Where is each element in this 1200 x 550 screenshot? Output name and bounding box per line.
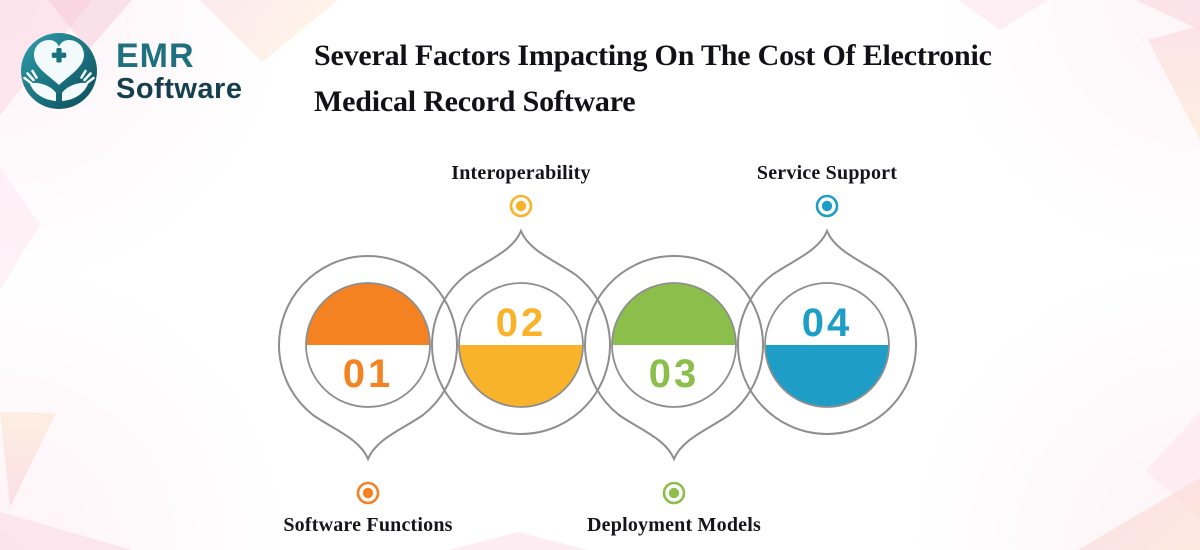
step-ring-02 (458, 282, 584, 408)
dot-core-04 (821, 200, 833, 212)
connector-dot-03 (662, 481, 686, 505)
dot-core-03 (668, 487, 680, 499)
dot-core-01 (362, 487, 374, 499)
heart-in-hands-icon (21, 33, 97, 109)
step-ring-03 (611, 282, 737, 408)
pin-outline-04 (737, 228, 917, 435)
step-number-02: 02 (496, 301, 547, 345)
logo-wordmark: EMR Software (116, 38, 242, 105)
page-title-line2: Medical Record Software (314, 85, 636, 118)
step-01: 01 (278, 255, 458, 462)
logo-brand-bottom: Software (116, 72, 243, 105)
step-number-03: 03 (649, 352, 700, 396)
connector-dot-01 (356, 481, 380, 505)
step-halffill-01 (306, 283, 430, 345)
step-label-software-functions: Software Functions (283, 514, 453, 536)
connector-dot-02 (509, 194, 533, 218)
dot-core-02 (515, 200, 527, 212)
page-title-line1: Several Factors Impacting On The Cost Of… (314, 39, 992, 72)
step-halffill-02 (459, 345, 583, 407)
step-ring-04 (764, 282, 890, 408)
connector-dot-04 (815, 194, 839, 218)
pin-outline-03 (584, 255, 764, 462)
step-label-service-support: Service Support (756, 162, 898, 184)
step-halffill-04 (765, 345, 889, 407)
step-02: 02 (431, 228, 611, 435)
pin-outline-02 (431, 228, 611, 435)
step-ring-01 (305, 282, 431, 408)
step-number-01: 01 (343, 352, 394, 396)
page-title: Several Factors Impacting On The Cost Of… (314, 33, 1134, 125)
step-03: 03 (584, 255, 764, 462)
logo: EMR Software (20, 32, 242, 110)
step-halffill-03 (612, 283, 736, 345)
step-label-interoperability: Interoperability (451, 162, 591, 184)
logo-brand-top: EMR (116, 36, 195, 75)
step-04: 04 (737, 228, 917, 435)
step-label-deployment-models: Deployment Models (587, 514, 761, 536)
pin-outline-01 (278, 255, 458, 462)
step-number-04: 04 (802, 301, 853, 345)
